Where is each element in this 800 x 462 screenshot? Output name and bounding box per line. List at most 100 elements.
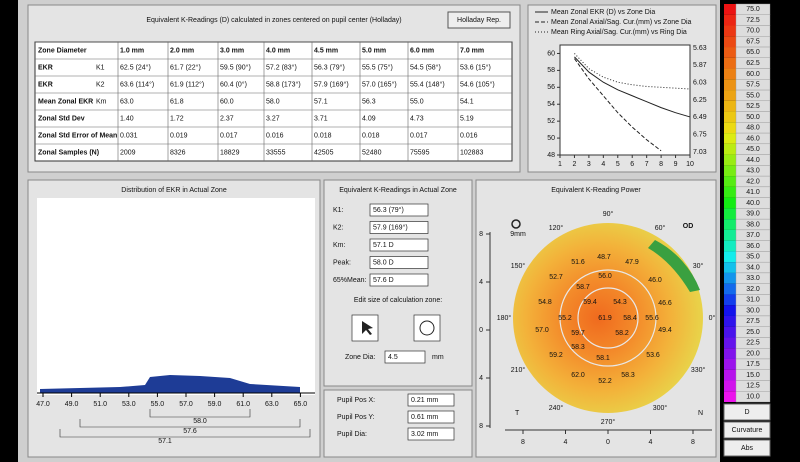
zone-input[interactable]: [384, 350, 426, 364]
y-tick-label: 60: [547, 50, 555, 57]
scale-button[interactable]: [723, 421, 771, 439]
x-tick-label: 1: [558, 161, 562, 168]
histogram-plot: [37, 198, 315, 395]
angle-label: 90°: [603, 210, 614, 218]
marker-label: 57.1: [158, 438, 172, 445]
cell: 57.9 (169°): [314, 80, 349, 88]
scale-label: 12.5: [746, 383, 760, 390]
scale-label: 36.0: [746, 243, 760, 250]
map-value: 54.8: [538, 299, 552, 306]
scale-label: 75.0: [746, 6, 760, 13]
header-cell: 4.0 mm: [266, 47, 290, 54]
scale-cell: [735, 391, 771, 403]
cell: 18829: [220, 149, 240, 156]
field-box: [369, 256, 429, 269]
pupil-value: 0.61 mm: [411, 414, 438, 421]
angle-label: 30°: [693, 262, 704, 270]
header-cell: 2.0 mm: [170, 47, 194, 54]
edit-label: Edit size of calculation zone:: [354, 297, 442, 304]
x-tick-label: 4: [649, 439, 653, 446]
histogram-area: [40, 375, 300, 393]
angle-label: 0°: [709, 314, 716, 322]
cell: 2.37: [220, 115, 234, 122]
x-tick-label: 5: [616, 161, 620, 168]
header-cell: 6.0 mm: [410, 47, 434, 54]
scale-button[interactable]: [723, 403, 771, 421]
scale-label: 27.5: [746, 318, 760, 325]
scale-swatch: [724, 79, 736, 91]
scale-swatch: [724, 315, 736, 327]
field-value: 56.3 (79°): [373, 206, 404, 214]
scale-label: 32.0: [746, 286, 760, 293]
map-value: 49.4: [658, 327, 672, 334]
scale-label: 20.0: [746, 350, 760, 357]
cell: 56.3: [362, 98, 376, 105]
header-cell: Zone Diameter: [38, 47, 87, 54]
scale-button[interactable]: [723, 439, 771, 457]
map-value: 57.0: [535, 327, 549, 334]
pupil-value: 3.02 mm: [411, 431, 438, 438]
scale-label: 17.5: [746, 361, 760, 368]
scale-label: 44.0: [746, 157, 760, 164]
cell: 3.71: [314, 115, 328, 122]
angle-label: 210°: [511, 366, 526, 374]
panel-title: Equivalent K-Readings in Actual Zone: [339, 187, 457, 194]
cell: 0.016: [266, 132, 284, 139]
x-tick-label: 3: [587, 161, 591, 168]
cell: 42505: [314, 149, 334, 156]
x-tick-label: 65.0: [294, 401, 308, 408]
y-tick-label: 4: [479, 375, 483, 382]
cell: 63.0: [120, 98, 134, 105]
scale-label: 39.0: [746, 211, 760, 218]
scale-label: 48.0: [746, 125, 760, 132]
field-label: Peak:: [333, 259, 351, 266]
y2-tick-label: 5.87: [693, 62, 707, 69]
scale-button-label: Abs: [741, 445, 754, 452]
scale-label: 65.0: [746, 49, 760, 56]
pupil-box: [407, 393, 455, 407]
map-value: 54.3: [613, 299, 627, 306]
marker-label: 57.6: [183, 428, 197, 435]
zone-unit: mm: [432, 354, 444, 361]
x-tick-label: 55.0: [151, 401, 165, 408]
scale-swatch: [724, 283, 736, 295]
cell: 59.5 (90°): [220, 63, 251, 71]
scale-label: 46.0: [746, 135, 760, 142]
angle-label: 270°: [601, 418, 616, 426]
scale-label: 43.0: [746, 168, 760, 175]
y-tick-label: 8: [479, 231, 483, 238]
map-value: 55.2: [558, 315, 572, 322]
power-map: [513, 223, 703, 413]
zone-ring: [577, 287, 639, 349]
zone-tool[interactable]: [413, 314, 441, 342]
scale-label: 10.0: [746, 393, 760, 400]
cell: 60.0: [220, 98, 234, 105]
map-value: 58.3: [621, 372, 635, 379]
row-sub: K1: [96, 64, 105, 71]
scale-swatch: [724, 47, 736, 58]
pupil-box: [407, 410, 455, 424]
cell: 52480: [362, 149, 382, 156]
field-value: 57.1 D: [373, 242, 394, 249]
field-box: [369, 238, 429, 252]
scale-label: 70.0: [746, 28, 760, 35]
x-tick-label: 7: [645, 161, 649, 168]
x-tick-label: 8: [691, 439, 695, 446]
x-tick-label: 10: [686, 161, 694, 168]
button-label: Holladay Rep.: [457, 17, 501, 24]
field-label: Km:: [333, 242, 346, 249]
cell: 54.5 (58°): [410, 63, 441, 71]
button[interactable]: [447, 11, 511, 29]
eye-label: OD: [683, 223, 694, 230]
angle-label: 240°: [549, 404, 564, 412]
x-tick-label: 9: [674, 161, 678, 168]
zoom-icon[interactable]: [511, 219, 521, 229]
y2-tick-label: 6.03: [693, 80, 707, 87]
marker-label: 58.0: [193, 418, 207, 425]
map-value: 58.1: [596, 355, 610, 362]
scale-swatch: [724, 25, 736, 37]
cell: 0.018: [314, 132, 332, 139]
scale-swatch: [724, 391, 736, 402]
field-box: [369, 203, 429, 217]
field-value: 58.0 D: [373, 259, 394, 266]
